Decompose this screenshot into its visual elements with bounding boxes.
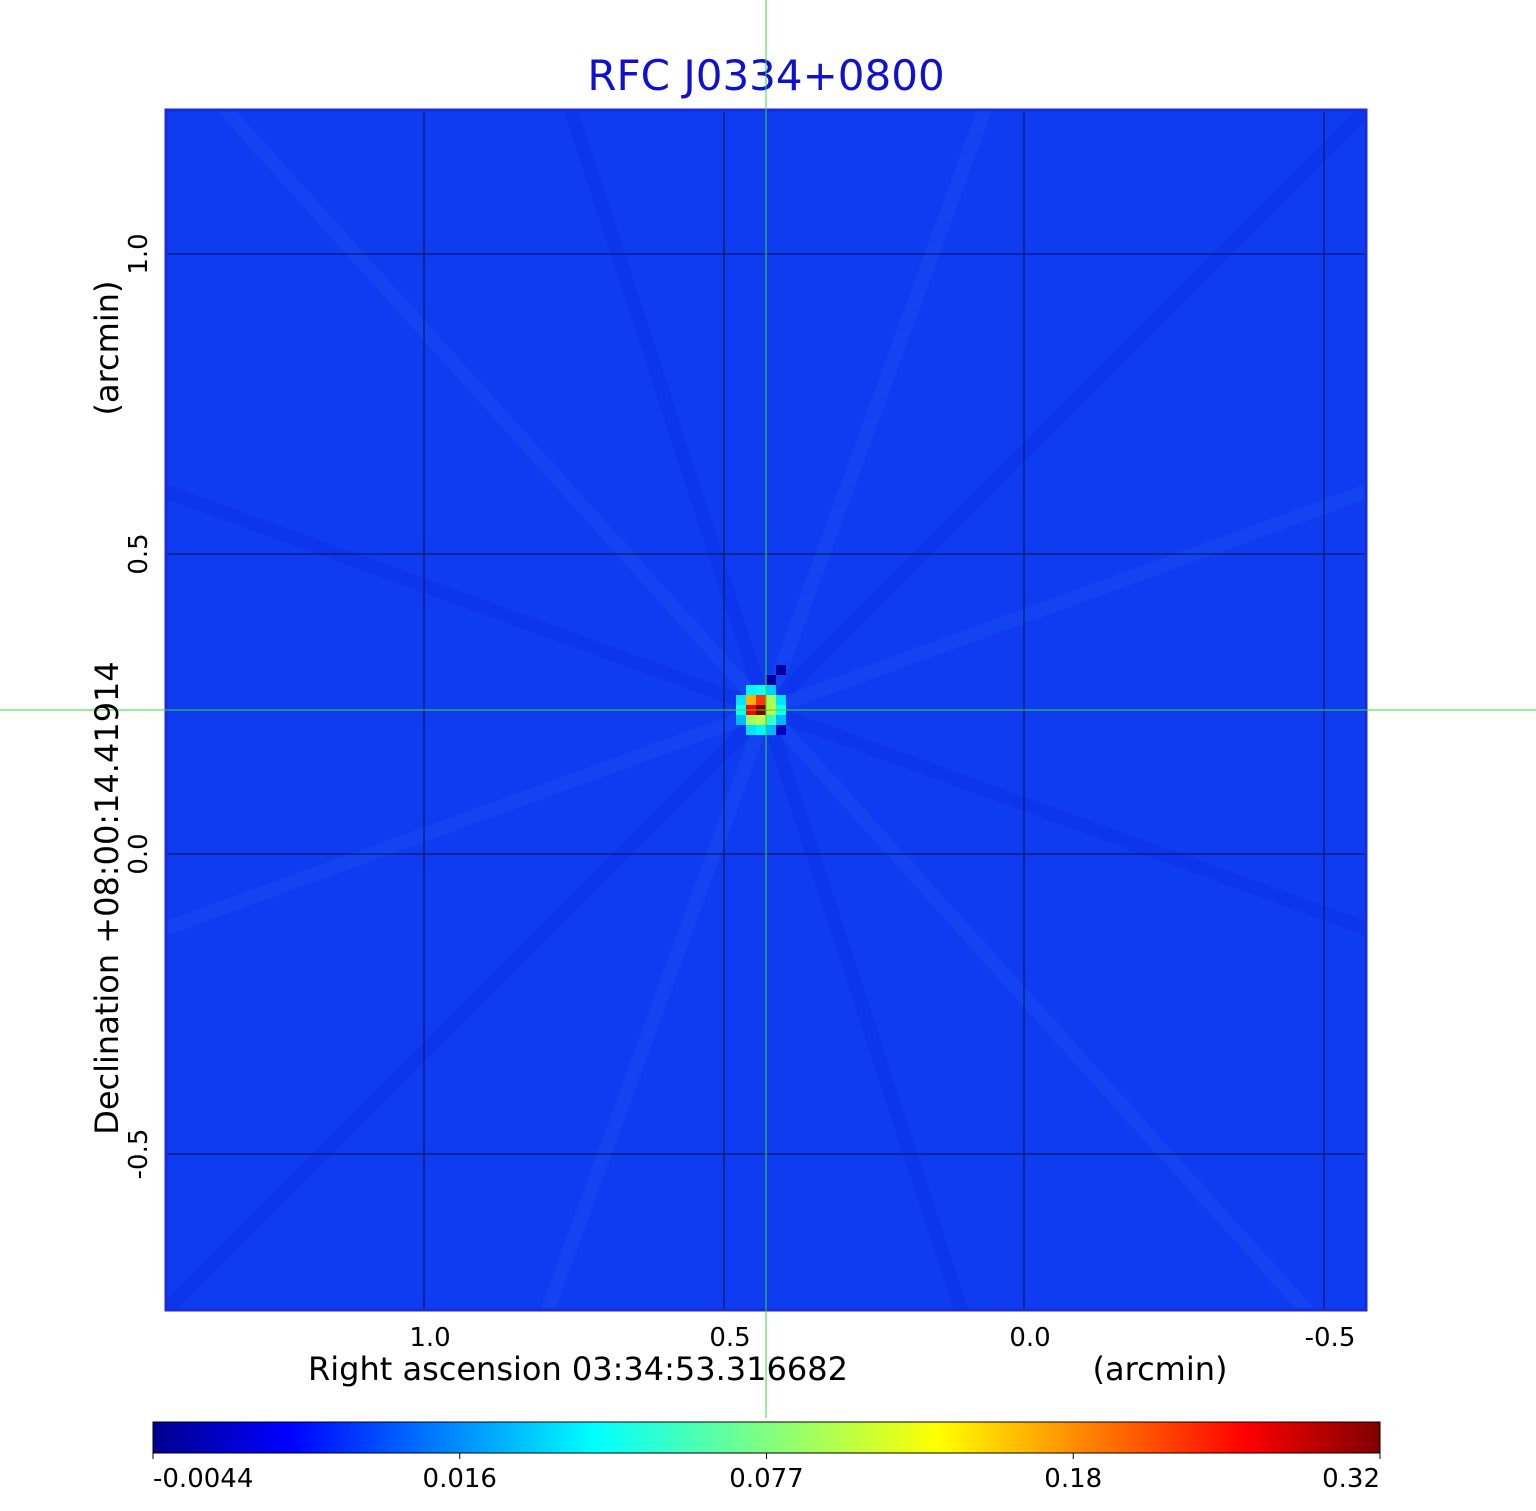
y-axis-unit: (arcmin) xyxy=(88,281,126,416)
colorbar-tick-label: 0.18 xyxy=(1044,1464,1102,1494)
source-pixel xyxy=(766,695,776,705)
y-tick-label: 1.0 xyxy=(124,233,154,274)
sidelobe-streak xyxy=(166,705,771,1310)
source-pixel xyxy=(776,665,786,675)
colorbar-tick-label: 0.016 xyxy=(423,1464,497,1494)
colorbar xyxy=(152,1421,1381,1454)
y-tick-labels: 1.0 0.5 0.0 -0.5 xyxy=(124,233,154,1179)
colorbar-tick-label: 0.077 xyxy=(729,1464,803,1494)
colorbar-ticks: -0.0044 0.016 0.077 0.18 0.32 xyxy=(152,1453,1381,1494)
source-pixel xyxy=(756,695,766,705)
x-axis-unit: (arcmin) xyxy=(1093,1350,1228,1388)
sidelobe-streak xyxy=(763,703,1366,936)
sidelobe-streak xyxy=(216,110,772,715)
source-pixel xyxy=(746,715,756,725)
crosshair xyxy=(0,0,1536,1418)
y-tick-label: 0.0 xyxy=(124,833,154,874)
sidelobe-streak xyxy=(763,484,1366,717)
source-pixel xyxy=(766,715,776,725)
sidelobe-streak xyxy=(760,705,1316,1310)
sidelobe-streak xyxy=(166,703,769,936)
source-pixel xyxy=(776,695,786,705)
source-pixel xyxy=(766,725,776,735)
sidelobe-streak xyxy=(563,110,773,713)
x-tick-label: 0.5 xyxy=(709,1323,750,1353)
sidelobe-streak xyxy=(166,484,769,717)
y-tick-label: 0.5 xyxy=(124,533,154,574)
source-pixel xyxy=(756,715,766,725)
x-tick-label: 0.0 xyxy=(1009,1323,1050,1353)
y-axis-label: Declination +08:00:14.41914 xyxy=(88,661,126,1135)
source-pixel xyxy=(746,725,756,735)
sidelobe-streak xyxy=(540,707,773,1310)
source-pixel xyxy=(776,725,786,735)
colorbar-tick-label: 0.32 xyxy=(1322,1464,1380,1494)
x-axis-label: Right ascension 03:34:53.316682 xyxy=(308,1350,848,1388)
y-tick-label: -0.5 xyxy=(124,1129,154,1180)
source-pixels xyxy=(736,665,786,735)
source-pixel xyxy=(756,685,766,695)
x-tick-label: -0.5 xyxy=(1305,1323,1356,1353)
sidelobe-streak xyxy=(761,110,1366,715)
source-pixel xyxy=(776,715,786,725)
source-pixel xyxy=(766,685,776,695)
source-pixel xyxy=(746,685,756,695)
source-pixel xyxy=(736,695,746,705)
colorbar-tick-label: -0.0044 xyxy=(153,1464,253,1494)
x-tick-label: 1.0 xyxy=(409,1323,450,1353)
sidelobe-streak xyxy=(759,110,992,713)
source-pixel xyxy=(736,715,746,725)
x-tick-labels: 1.0 0.5 0.0 -0.5 xyxy=(409,1323,1355,1353)
sidelobe-streak xyxy=(759,707,969,1310)
source-pixel xyxy=(756,725,766,735)
source-pixel xyxy=(766,675,776,685)
source-pixel xyxy=(746,695,756,705)
